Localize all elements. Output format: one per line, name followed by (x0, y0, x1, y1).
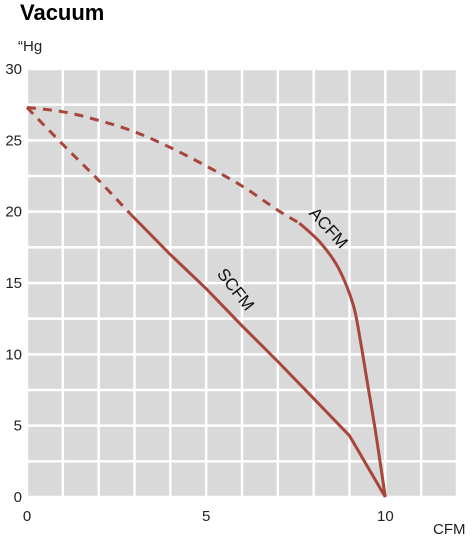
y-tick-label: 20 (5, 204, 22, 221)
x-tick-label: 0 (23, 508, 31, 525)
y-tick-label: 25 (5, 132, 22, 149)
chart-title: Vacuum (20, 0, 104, 25)
x-tick-label: 10 (377, 508, 394, 525)
horizontal-gridlines (27, 67, 457, 499)
y-tick-label: 30 (5, 61, 22, 78)
y-tick-label: 5 (14, 418, 22, 435)
scfm-curve-solid (129, 213, 387, 498)
y-axis-unit: “Hg (18, 38, 42, 55)
acfm-curve-solid (298, 221, 387, 498)
x-tick-labels: 0 5 10 (23, 508, 394, 525)
x-tick-label: 5 (202, 508, 210, 525)
scfm-curve-dashed (25, 106, 132, 216)
y-tick-label: 15 (5, 275, 22, 292)
y-tick-labels: 0 5 10 15 20 25 30 (5, 61, 22, 506)
y-tick-label: 0 (14, 489, 22, 506)
acfm-curve-dashed (26, 106, 301, 225)
x-axis-unit: CFM (433, 521, 466, 538)
y-tick-label: 10 (5, 346, 22, 363)
